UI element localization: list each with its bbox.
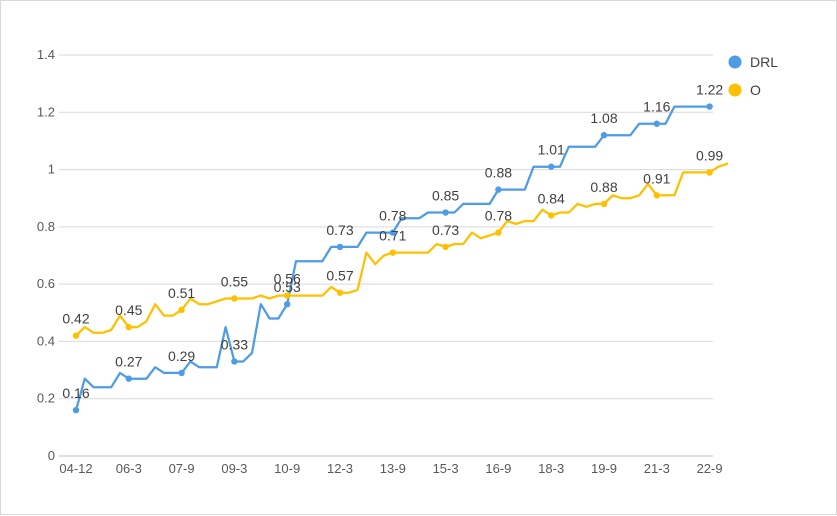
y-tick-label: 0.4 (37, 333, 55, 348)
data-label-drl: 0.53 (274, 279, 301, 295)
y-tick-label: 1.4 (37, 47, 55, 62)
x-tick-label: 09-3 (221, 461, 247, 476)
data-point-drl (548, 163, 555, 170)
data-label-o: 0.56 (274, 271, 301, 287)
data-label-drl: 0.85 (432, 188, 459, 204)
data-label-drl: 0.33 (221, 336, 248, 352)
data-label-o: 0.51 (168, 285, 195, 301)
data-point-drl (495, 186, 502, 193)
data-label-o: 0.57 (326, 268, 353, 284)
legend-marker-o (728, 83, 742, 97)
data-label-o: 0.73 (432, 222, 459, 238)
data-label-drl: 0.88 (485, 165, 512, 181)
legend-marker-drl (728, 55, 742, 69)
x-tick-label: 15-3 (433, 461, 459, 476)
x-tick-label: 06-3 (116, 461, 142, 476)
data-point-o (442, 243, 449, 251)
legend-label-o: O (750, 82, 761, 98)
y-tick-label: 0 (48, 448, 55, 463)
data-point-o (600, 200, 608, 208)
x-tick-label: 18-3 (538, 461, 564, 476)
x-tick-label: 07-9 (169, 461, 195, 476)
x-tick-label: 13-9 (380, 461, 406, 476)
data-point-drl (284, 300, 291, 308)
data-label-o: 0.55 (221, 273, 248, 289)
series-line-o (74, 162, 729, 337)
data-label-drl: 1.22 (696, 82, 723, 98)
data-point-o (389, 249, 396, 256)
data-label-o: 0.42 (62, 311, 89, 327)
data-label-drl: 0.78 (379, 208, 406, 224)
x-tick-label: 21-3 (644, 461, 670, 476)
data-label-o: 0.91 (643, 170, 670, 186)
data-label-drl: 0.29 (168, 348, 195, 364)
y-tick-label: 0.2 (37, 391, 55, 406)
data-label-o: 0.45 (115, 302, 142, 318)
data-label-o: 0.78 (485, 208, 512, 224)
data-label-o: 0.84 (538, 190, 565, 206)
data-label-drl: 1.16 (643, 99, 670, 115)
y-tick-label: 1.2 (37, 104, 55, 119)
y-tick-label: 0.8 (37, 219, 55, 234)
data-point-o (706, 169, 713, 176)
data-label-drl: 1.01 (538, 142, 565, 158)
data-label-o: 0.88 (590, 179, 617, 195)
x-tick-label: 19-9 (591, 461, 617, 476)
data-point-o (231, 295, 238, 302)
data-point-drl (389, 229, 396, 236)
x-tick-label: 12-3 (327, 461, 353, 476)
data-point-o (336, 289, 344, 296)
data-point-drl (231, 358, 238, 365)
data-point-drl (336, 243, 344, 251)
y-tick-label: 1 (48, 162, 55, 177)
data-point-o (72, 332, 80, 339)
data-point-drl (442, 209, 449, 216)
data-point-drl (178, 369, 185, 377)
data-point-o (125, 323, 132, 331)
series-line-drl (74, 105, 711, 412)
data-point-drl (653, 120, 660, 127)
x-tick-label: 10-9 (274, 461, 300, 476)
data-point-drl (600, 132, 608, 139)
x-tick-label: 16-9 (485, 461, 511, 476)
data-point-drl (72, 406, 80, 414)
data-point-drl (125, 375, 132, 382)
data-point-drl (706, 103, 713, 110)
data-point-o (548, 212, 555, 219)
data-label-o: 0.71 (379, 228, 406, 244)
data-label-drl: 1.08 (590, 110, 617, 126)
data-point-o (653, 192, 660, 199)
data-label-drl: 0.73 (326, 222, 353, 238)
data-point-o (495, 229, 502, 236)
legend-label-drl: DRL (750, 54, 778, 70)
data-label-drl: 0.16 (62, 385, 89, 401)
x-tick-label: 04-12 (59, 461, 92, 476)
data-label-drl: 0.27 (115, 354, 142, 370)
y-tick-label: 0.6 (37, 276, 55, 291)
x-tick-label: 22-9 (697, 461, 723, 476)
data-point-o (178, 306, 185, 314)
data-label-o: 0.99 (696, 147, 723, 163)
data-point-o (284, 292, 291, 299)
